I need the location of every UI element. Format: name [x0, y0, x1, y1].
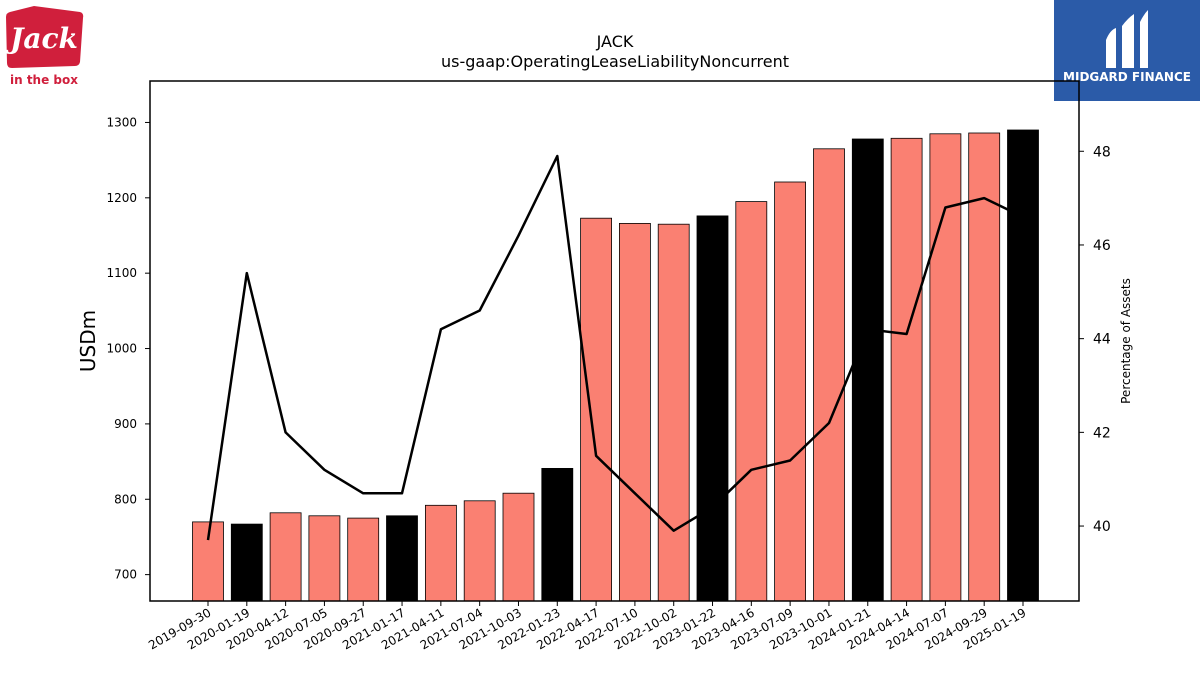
y-right-tick-label: 46 [1093, 238, 1111, 254]
bar [502, 492, 535, 602]
y-right-tick-label: 42 [1093, 425, 1111, 441]
bar [463, 500, 496, 602]
y-right-tick-label: 44 [1093, 332, 1111, 348]
bar [308, 515, 341, 602]
bar [269, 512, 302, 602]
y-right-tick-label: 48 [1093, 144, 1111, 160]
line-layer [206, 154, 1024, 541]
bar [813, 148, 845, 602]
bar [230, 523, 263, 602]
y-tick-label: 800 [114, 492, 137, 506]
bar [580, 217, 612, 602]
bars-layer [192, 129, 1039, 602]
logo-name: MIDGARD FINANCE [1063, 70, 1191, 84]
bar [696, 215, 729, 602]
jack-in-the-box-logo: Jack in the box [4, 4, 86, 90]
midgard-finance-logo: MIDGARD FINANCE [1054, 0, 1200, 101]
logo-box-shape [6, 6, 84, 68]
y-tick-label: 700 [114, 568, 137, 582]
series-line [206, 154, 1024, 541]
logo-mark-text: Jack [5, 22, 78, 55]
bar [424, 504, 457, 602]
y-tick-label: 1200 [106, 191, 137, 205]
bar [619, 222, 651, 602]
bar [1007, 129, 1039, 602]
y-tick-label: 1000 [106, 342, 137, 356]
bar [657, 223, 690, 602]
logo-emblem-icon [1106, 10, 1148, 68]
chart-title: JACK [596, 32, 634, 51]
bar [541, 467, 574, 602]
y-tick-label: 900 [114, 417, 137, 431]
y-axis-right-label: Percentage of Assets [1119, 278, 1133, 404]
plot-frame [149, 80, 1080, 602]
y-tick-label: 1100 [106, 266, 137, 280]
bar [735, 201, 768, 602]
logo-tagline: in the box [10, 73, 78, 87]
bar [890, 137, 923, 602]
y-tick-label: 1300 [106, 115, 137, 129]
y-axis-label: USDm [76, 310, 100, 372]
bar [774, 181, 806, 602]
chart-subtitle: us-gaap:OperatingLeaseLiabilityNoncurren… [440, 52, 790, 71]
bar [851, 138, 884, 602]
bar [347, 517, 380, 602]
bar [968, 132, 1001, 602]
bar [386, 515, 418, 602]
y-right-tick-label: 40 [1093, 519, 1111, 535]
